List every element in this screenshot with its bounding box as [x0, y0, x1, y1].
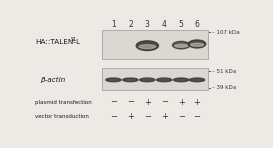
Text: 3: 3 — [145, 20, 150, 29]
Text: plasmid transfection: plasmid transfection — [35, 100, 92, 105]
Text: +: + — [161, 112, 168, 121]
Text: 4: 4 — [162, 20, 167, 29]
Text: +: + — [194, 98, 200, 107]
Text: 1: 1 — [111, 20, 116, 29]
Ellipse shape — [123, 78, 138, 82]
Ellipse shape — [173, 41, 190, 49]
Text: β-actin: β-actin — [40, 77, 66, 83]
Text: −: − — [110, 98, 117, 107]
Text: −: − — [178, 112, 185, 121]
Ellipse shape — [139, 45, 156, 49]
Text: S1: S1 — [71, 37, 77, 42]
Text: −: − — [110, 112, 117, 121]
Ellipse shape — [174, 78, 189, 82]
Ellipse shape — [157, 78, 172, 82]
Bar — [102, 30, 207, 59]
Text: 6: 6 — [195, 20, 200, 29]
Text: – 107 kDa: – 107 kDa — [212, 29, 240, 34]
Text: −: − — [144, 112, 151, 121]
Ellipse shape — [189, 78, 205, 82]
Ellipse shape — [136, 41, 158, 50]
Ellipse shape — [188, 40, 206, 48]
Ellipse shape — [106, 78, 121, 82]
Text: +: + — [178, 98, 185, 107]
Ellipse shape — [140, 78, 155, 82]
Text: HA::TALEN-L: HA::TALEN-L — [35, 39, 80, 45]
Text: −: − — [194, 112, 201, 121]
Text: vector transduction: vector transduction — [35, 114, 89, 119]
Bar — [102, 69, 207, 90]
Text: 5: 5 — [179, 20, 184, 29]
Text: +: + — [127, 112, 134, 121]
Text: −: − — [161, 98, 168, 107]
Ellipse shape — [191, 43, 204, 46]
Text: −: − — [127, 98, 134, 107]
Text: – 39 kDa: – 39 kDa — [212, 85, 237, 90]
Text: – 51 kDa: – 51 kDa — [212, 69, 237, 74]
Text: +: + — [144, 98, 151, 107]
Text: 2: 2 — [128, 20, 133, 29]
Ellipse shape — [175, 44, 188, 47]
